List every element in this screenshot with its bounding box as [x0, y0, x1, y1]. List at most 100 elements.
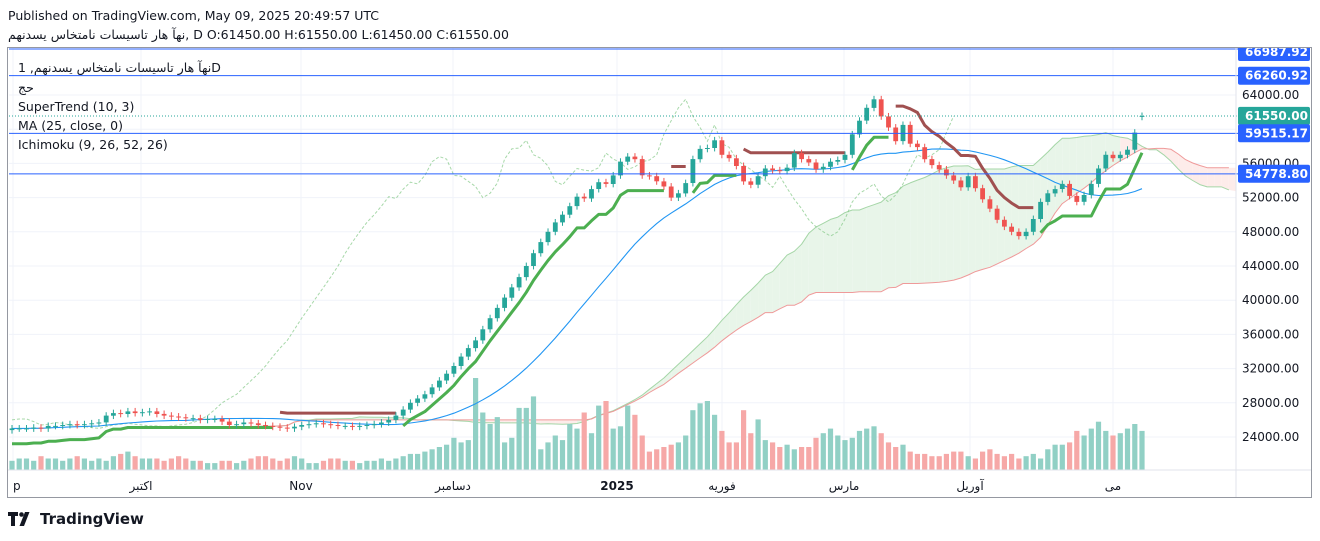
- candle-body: [676, 193, 681, 198]
- ichimoku-cloud-segment: [758, 275, 766, 318]
- tradingview-logo-text: TradingView: [40, 510, 144, 528]
- volume-bar: [1038, 458, 1044, 470]
- candle-body: [1016, 231, 1022, 237]
- volume-bar: [52, 458, 59, 470]
- volume-bar: [733, 442, 739, 470]
- ichimoku-cloud-segment: [1004, 166, 1012, 261]
- ichimoku-cloud-segment: [656, 378, 664, 389]
- candle-body: [103, 415, 109, 423]
- candle-body: [523, 266, 529, 278]
- ichimoku-cloud-segment: [569, 419, 577, 424]
- volume-bar: [885, 442, 892, 470]
- volume-bar: [23, 458, 30, 470]
- candle-body: [690, 159, 696, 183]
- ichimoku-cloud-segment: [1228, 167, 1237, 192]
- candle-body: [169, 415, 174, 417]
- volume-bar: [212, 463, 218, 470]
- volume-bar: [661, 447, 667, 470]
- candle-body: [625, 156, 631, 162]
- legend-supertrend[interactable]: SuperTrend (10, 3): [18, 99, 135, 114]
- volume-bar: [972, 458, 978, 470]
- chart-frame[interactable]: 24000.00 28000.00 32000.00 36000.00 40000.00…: [7, 47, 1312, 498]
- volume-bar: [197, 460, 203, 470]
- candle-body: [465, 348, 471, 357]
- volume-bar: [683, 435, 689, 470]
- ichimoku-cloud-segment: [931, 170, 940, 283]
- volume-bar: [480, 412, 486, 470]
- price-label-text: 61550.00: [1245, 109, 1308, 123]
- candle-body: [24, 428, 29, 430]
- volume-bar: [799, 447, 805, 470]
- volume-bar: [907, 451, 913, 470]
- y-tick-label: 52000.00: [1242, 191, 1299, 205]
- candle-body: [241, 422, 247, 425]
- volume-bar: [313, 463, 319, 470]
- volume-bar: [958, 451, 964, 470]
- candle-body: [973, 176, 978, 189]
- volume-bar: [784, 444, 790, 470]
- price-chart[interactable]: 24000.00 28000.00 32000.00 36000.00 40000.00…: [8, 48, 1311, 497]
- candle-body: [944, 169, 949, 176]
- candle-body: [936, 165, 942, 170]
- supertrend-up-line: [402, 189, 664, 428]
- volume-bar: [755, 419, 761, 470]
- volume-bar: [45, 458, 51, 470]
- ichimoku-cloud-segment: [692, 343, 701, 363]
- ichimoku-cloud-segment: [1047, 144, 1056, 225]
- tradingview-logo[interactable]: TradingView: [8, 510, 144, 528]
- volume-bar: [596, 405, 602, 470]
- volume-bar: [530, 396, 537, 470]
- volume-bar: [900, 444, 906, 470]
- candle-body: [632, 156, 638, 160]
- candle-body: [154, 411, 160, 414]
- volume-bar: [994, 453, 1000, 470]
- ichimoku-cloud-segment: [366, 417, 375, 420]
- volume-bar: [1016, 458, 1022, 470]
- candle-body: [277, 426, 283, 428]
- volume-bar: [1110, 435, 1116, 470]
- volume-bar: [400, 456, 406, 470]
- ichimoku-cloud-segment: [1069, 137, 1077, 199]
- volume-bar: [60, 460, 66, 470]
- candle-body: [1103, 154, 1109, 169]
- legend-ma[interactable]: MA (25, close, 0): [18, 118, 124, 133]
- volume-bar: [610, 428, 616, 470]
- volume-bar: [502, 442, 508, 470]
- candle-body: [1139, 115, 1145, 117]
- ichimoku-cloud-segment: [663, 371, 672, 385]
- volume-bar: [139, 458, 145, 470]
- candle-body: [958, 180, 964, 188]
- volume-bar: [407, 453, 413, 470]
- candle-body: [915, 143, 920, 148]
- candle-body: [784, 167, 790, 172]
- volume-bar: [248, 458, 254, 470]
- ichimoku-cloud-segment: [859, 207, 867, 292]
- candle-body: [31, 427, 37, 429]
- volume-bar: [110, 456, 116, 470]
- candle-body: [444, 373, 449, 381]
- volume-bar: [987, 449, 993, 470]
- volume-bar: [509, 437, 515, 470]
- ichimoku-cloud-segment: [808, 227, 816, 296]
- ichimoku-cloud-segment: [1221, 167, 1229, 190]
- legend-ichimoku[interactable]: Ichimoku (9, 26, 52, 26): [18, 137, 168, 152]
- price-label-box: [1238, 124, 1310, 143]
- supertrend-up-line: [850, 135, 889, 171]
- candle-body: [516, 277, 522, 288]
- candle-body: [1045, 193, 1051, 202]
- supertrend-up-line: [691, 173, 737, 194]
- candle-body: [263, 425, 268, 426]
- ichimoku-cloud-segment: [787, 251, 795, 306]
- volume-bar: [574, 428, 580, 470]
- candle-body: [96, 422, 102, 424]
- candle-body: [205, 419, 210, 420]
- ichimoku-cloud-segment: [671, 364, 679, 379]
- volume-bar: [458, 442, 464, 470]
- volume-bar: [342, 460, 348, 470]
- candle-body: [603, 182, 609, 184]
- ichimoku-cloud-segment: [845, 210, 853, 293]
- candle-body: [292, 426, 297, 429]
- volume-bar: [617, 426, 624, 470]
- volume-bar: [675, 442, 681, 470]
- candle-body: [1038, 201, 1043, 219]
